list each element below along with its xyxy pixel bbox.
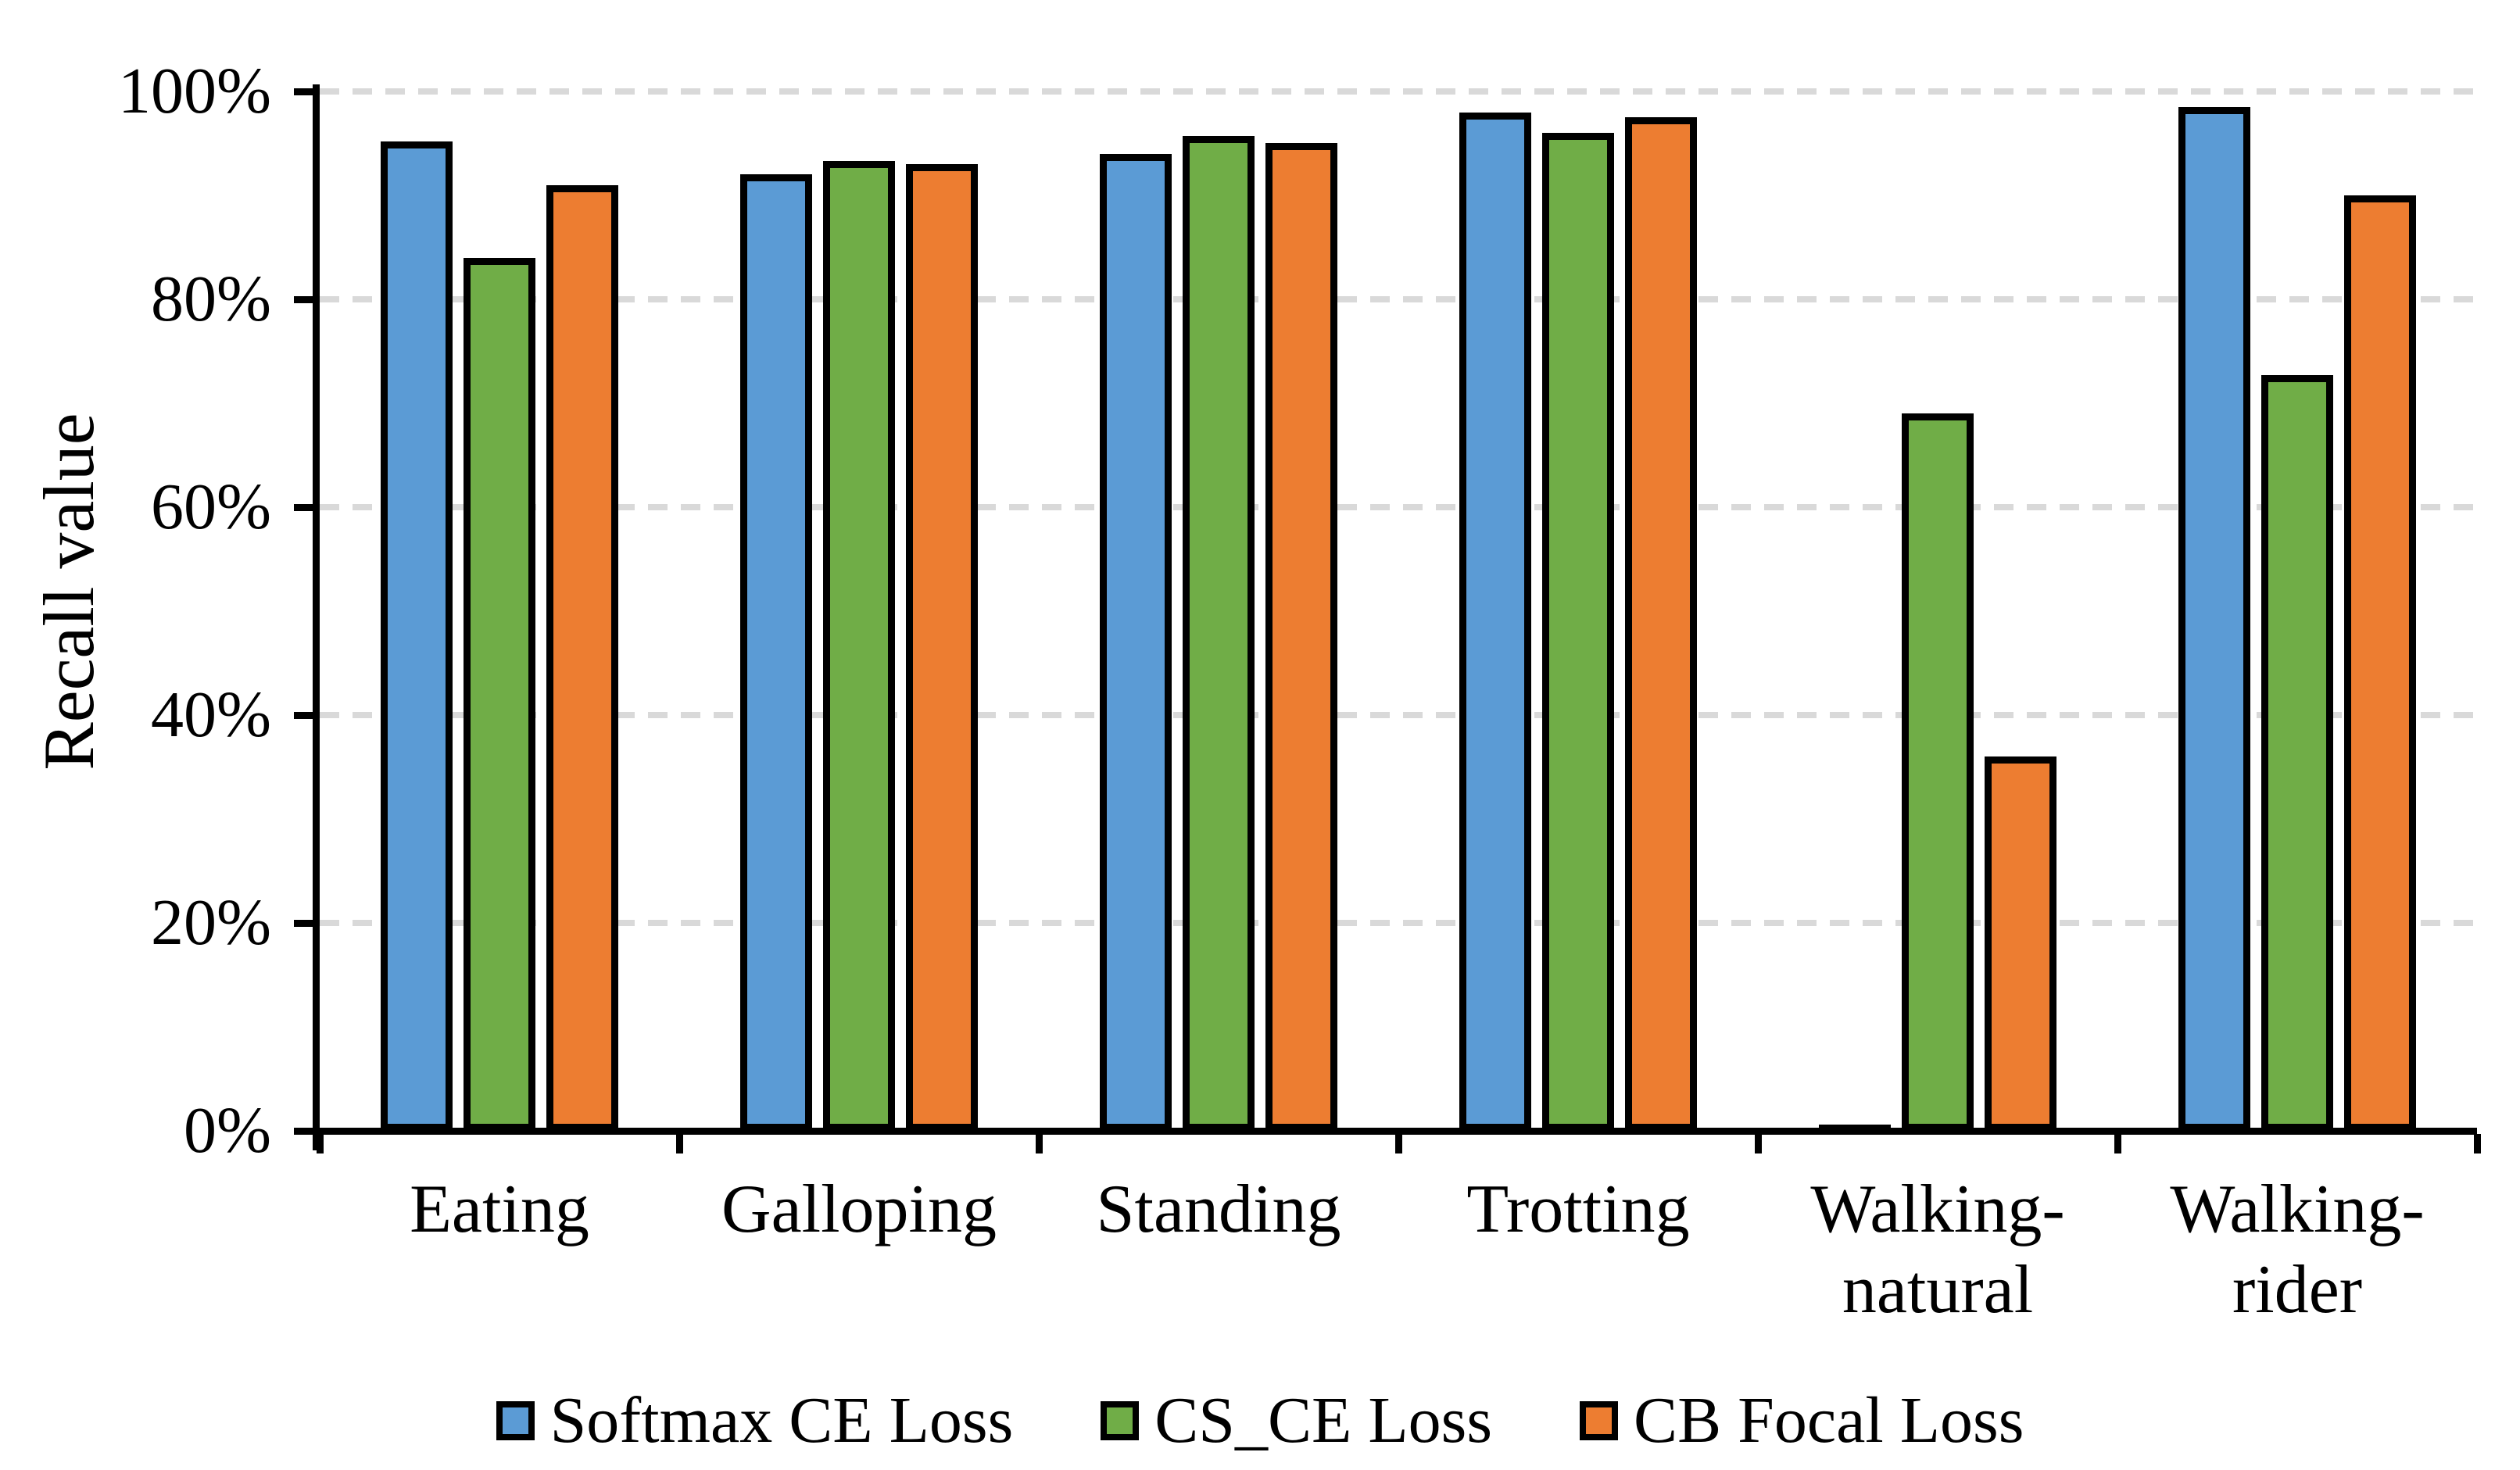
bar-series-2-cat-2 <box>1265 143 1337 1131</box>
bar-series-1-cat-3 <box>1542 133 1614 1131</box>
bar-series-0-cat-2 <box>1100 154 1172 1131</box>
bar-series-0-cat-1 <box>740 174 812 1131</box>
y-tick-mark <box>294 88 313 95</box>
bar-series-1-cat-5 <box>2261 375 2333 1131</box>
x-tick-mark <box>1754 1134 1762 1153</box>
legend-label: CS_CE Loss <box>1154 1384 1493 1457</box>
gridline-40 <box>320 712 2477 718</box>
legend-item-2: CB Focal Loss <box>1580 1388 2024 1454</box>
y-tick-mark <box>294 295 313 303</box>
bar-series-2-cat-1 <box>906 164 978 1131</box>
x-category-label-0: Eating <box>410 1171 589 1247</box>
x-tick-mark <box>2473 1134 2481 1153</box>
x-category-label-1: Galloping <box>721 1171 997 1247</box>
bar-group-1 <box>679 91 1039 1131</box>
y-tick-label: 60% <box>151 470 271 543</box>
bar-series-1-cat-2 <box>1183 136 1255 1131</box>
x-tick-mark <box>1394 1134 1402 1153</box>
bar-series-0-cat-5 <box>2178 107 2250 1131</box>
x-category-label-2: Standing <box>1096 1171 1341 1247</box>
bar-group-3 <box>1398 91 1758 1131</box>
bar-series-2-cat-3 <box>1625 117 1697 1131</box>
x-tick-mark <box>2114 1134 2121 1153</box>
legend-swatch-icon <box>496 1401 535 1440</box>
x-category-label-5: Walking- rider <box>2170 1171 2425 1328</box>
gridline-100 <box>320 88 2477 95</box>
bar-group-0 <box>320 91 679 1131</box>
x-tick-mark <box>316 1134 324 1153</box>
x-axis-labels: Eating Galloping Standing Trotting Walking- … <box>320 1170 2477 1373</box>
legend-swatch-icon <box>1101 1401 1140 1440</box>
legend-item-1: CS_CE Loss <box>1101 1388 1492 1454</box>
x-axis-line <box>313 1127 2477 1135</box>
y-axis-title: Recall value <box>29 413 109 771</box>
y-tick-label: 100% <box>118 55 271 127</box>
bar-series-1-cat-4 <box>1902 413 1974 1131</box>
y-tick-label: 0% <box>184 1094 271 1167</box>
bar-series-0-cat-0 <box>381 141 453 1131</box>
y-tick-label: 20% <box>151 886 271 959</box>
bar-series-1-cat-0 <box>464 258 535 1131</box>
x-category-label-4: Walking- natural <box>1810 1171 2065 1328</box>
legend-label: CB Focal Loss <box>1634 1384 2024 1457</box>
y-tick-label: 40% <box>151 678 271 751</box>
bar-series-2-cat-5 <box>2344 195 2416 1131</box>
y-tick-label: 80% <box>151 263 271 335</box>
plot-area: 0% 20% 40% 60% 80% 100% <box>118 59 2481 1164</box>
bar-group-2 <box>1039 91 1398 1131</box>
gridline-20 <box>320 920 2477 926</box>
bar-series-2-cat-4 <box>1985 756 2056 1131</box>
legend: Softmax CE Loss CS_CE Loss CB Focal Loss <box>0 1382 2520 1460</box>
y-tick-mark <box>294 503 313 511</box>
y-tick-mark <box>294 711 313 719</box>
bar-group-4 <box>1758 91 2117 1131</box>
bar-group-5 <box>2117 91 2477 1131</box>
x-category-label-3: Trotting <box>1466 1171 1690 1247</box>
y-tick-mark <box>294 919 313 927</box>
y-axis-line <box>313 84 320 1150</box>
bar-series-0-cat-3 <box>1459 113 1531 1131</box>
gridline-60 <box>320 504 2477 510</box>
gridline-80 <box>320 296 2477 302</box>
x-tick-mark <box>675 1134 683 1153</box>
legend-swatch-icon <box>1580 1401 1619 1440</box>
legend-label: Softmax CE Loss <box>549 1384 1014 1457</box>
x-tick-mark <box>1035 1134 1043 1153</box>
legend-item-0: Softmax CE Loss <box>496 1384 1014 1457</box>
y-tick-mark <box>294 1127 313 1135</box>
bar-series-1-cat-1 <box>823 161 895 1131</box>
bar-series-2-cat-0 <box>546 185 618 1131</box>
